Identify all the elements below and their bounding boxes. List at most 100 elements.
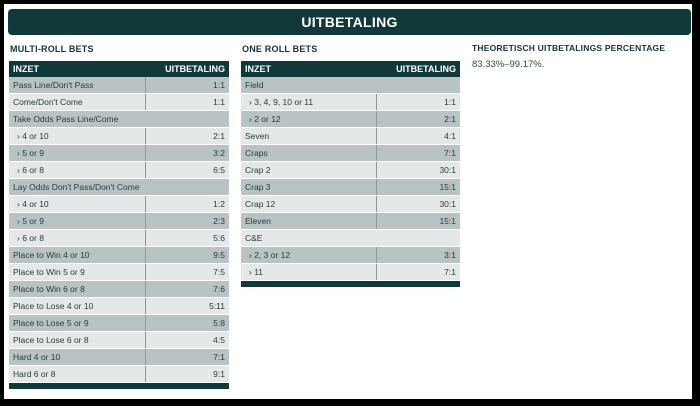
table-row: Seven 4:1 <box>241 127 460 145</box>
row-label: Place to Lose 5 or 9 <box>9 314 145 332</box>
row-payout: 7:5 <box>144 263 229 281</box>
row-label: Place to Win 4 or 10 <box>9 246 145 264</box>
row-group-label: Take Odds Pass Line/Come <box>9 110 229 128</box>
row-payout: 5:11 <box>144 297 229 315</box>
row-label: › 5 or 9 <box>9 212 145 230</box>
one-roll-title: ONE ROLL BETS <box>242 44 318 54</box>
table-row: Crap 3 15:1 <box>241 178 460 196</box>
row-payout: 2:1 <box>144 127 229 145</box>
table-footer-bar <box>241 280 460 288</box>
table-row: Field <box>241 77 460 94</box>
row-payout: 1:1 <box>144 77 229 94</box>
table-row: › 6 or 8 6:5 <box>9 161 229 179</box>
table-row: › 5 or 9 3:2 <box>9 144 229 162</box>
row-payout: 7:1 <box>144 348 229 366</box>
table-row: Eleven 15:1 <box>241 212 460 230</box>
row-label: › 6 or 8 <box>9 161 145 179</box>
row-group-label: Field <box>241 77 460 94</box>
table-row: › 11 7:1 <box>241 263 460 281</box>
row-payout: 1:1 <box>375 93 460 111</box>
row-payout: 2:3 <box>144 212 229 230</box>
table-row: Lay Odds Don't Pass/Don't Come <box>9 178 229 196</box>
page-frame: UITBETALING MULTI-ROLL BETS INZET UITBET… <box>4 4 692 399</box>
table-row: › 6 or 8 5:6 <box>9 229 229 247</box>
row-payout: 7:6 <box>144 280 229 298</box>
footer-cell <box>241 280 460 288</box>
row-label: Seven <box>241 127 376 145</box>
row-payout: 30:1 <box>375 195 460 213</box>
row-label: › 3, 4, 9, 10 or 11 <box>241 93 376 111</box>
table-row: Crap 2 30:1 <box>241 161 460 179</box>
table-row: C&E <box>241 229 460 247</box>
row-payout: 7:1 <box>375 263 460 281</box>
row-payout: 5:6 <box>144 229 229 247</box>
row-payout: 1:2 <box>144 195 229 213</box>
header-uitbetaling: UITBETALING <box>376 61 460 77</box>
table-row: Place to Win 6 or 8 7:6 <box>9 280 229 298</box>
row-label: › 4 or 10 <box>9 195 145 213</box>
row-payout: 3:1 <box>375 246 460 264</box>
row-group-label: Lay Odds Don't Pass/Don't Come <box>9 178 229 196</box>
banner-title: UITBETALING <box>8 9 691 35</box>
row-label: › 2 or 12 <box>241 110 376 128</box>
multi-roll-table: INZET UITBETALING Pass Line/Don't Pass 1:… <box>9 61 229 390</box>
table-row: Place to Win 5 or 9 7:5 <box>9 263 229 281</box>
multi-roll-title: MULTI-ROLL BETS <box>10 44 94 54</box>
row-label: Crap 2 <box>241 161 376 179</box>
row-group-label: C&E <box>241 229 460 247</box>
row-label: Come/Don't Come <box>9 93 145 111</box>
row-label: Craps <box>241 144 376 162</box>
row-payout: 4:1 <box>375 127 460 145</box>
row-label: Pass Line/Don't Pass <box>9 77 145 94</box>
header-inzet: INZET <box>241 61 376 77</box>
header-uitbetaling: UITBETALING <box>145 61 229 77</box>
payout-percentage-title: THEORETISCH UITBETALINGS PERCENTAGE <box>472 43 666 53</box>
table-row: › 3, 4, 9, 10 or 11 1:1 <box>241 93 460 111</box>
table-row: Place to Win 4 or 10 9:5 <box>9 246 229 264</box>
payout-percentage-value: 83.33%–99.17%. <box>472 59 545 70</box>
row-payout: 4:5 <box>144 331 229 349</box>
row-payout: 2:1 <box>375 110 460 128</box>
table-header: INZET UITBETALING <box>9 61 229 77</box>
row-label: Place to Win 5 or 9 <box>9 263 145 281</box>
row-payout: 15:1 <box>375 212 460 230</box>
row-label: Hard 4 or 10 <box>9 348 145 366</box>
row-payout: 5:8 <box>144 314 229 332</box>
table-row: Come/Don't Come 1:1 <box>9 93 229 111</box>
row-label: Eleven <box>241 212 376 230</box>
table-footer-bar <box>9 382 229 390</box>
table-row: Hard 6 or 8 9:1 <box>9 365 229 383</box>
row-label: Crap 3 <box>241 178 376 196</box>
table-row: Craps 7:1 <box>241 144 460 162</box>
row-label: Place to Lose 4 or 10 <box>9 297 145 315</box>
row-payout: 3:2 <box>144 144 229 162</box>
table-row: Hard 4 or 10 7:1 <box>9 348 229 366</box>
table-row: Take Odds Pass Line/Come <box>9 110 229 128</box>
table-row: Place to Lose 4 or 10 5:11 <box>9 297 229 315</box>
table-row: › 2, 3 or 12 3:1 <box>241 246 460 264</box>
row-label: › 11 <box>241 263 376 281</box>
row-label: Crap 12 <box>241 195 376 213</box>
table-row: Place to Lose 6 or 8 4:5 <box>9 331 229 349</box>
row-payout: 30:1 <box>375 161 460 179</box>
row-label: Place to Lose 6 or 8 <box>9 331 145 349</box>
row-payout: 15:1 <box>375 178 460 196</box>
table-row: Pass Line/Don't Pass 1:1 <box>9 77 229 94</box>
row-label: Hard 6 or 8 <box>9 365 145 383</box>
table-row: › 4 or 10 1:2 <box>9 195 229 213</box>
one-roll-table: INZET UITBETALING Field › 3, 4, 9, 10 or … <box>241 61 460 288</box>
table-header: INZET UITBETALING <box>241 61 460 77</box>
row-label: › 6 or 8 <box>9 229 145 247</box>
row-payout: 9:5 <box>144 246 229 264</box>
table-row: › 5 or 9 2:3 <box>9 212 229 230</box>
row-payout: 1:1 <box>144 93 229 111</box>
header-inzet: INZET <box>9 61 145 77</box>
row-payout: 6:5 <box>144 161 229 179</box>
footer-cell <box>9 382 229 390</box>
row-label: › 2, 3 or 12 <box>241 246 376 264</box>
row-label: › 4 or 10 <box>9 127 145 145</box>
row-label: › 5 or 9 <box>9 144 145 162</box>
table-row: Place to Lose 5 or 9 5:8 <box>9 314 229 332</box>
table-row: › 4 or 10 2:1 <box>9 127 229 145</box>
row-payout: 7:1 <box>375 144 460 162</box>
